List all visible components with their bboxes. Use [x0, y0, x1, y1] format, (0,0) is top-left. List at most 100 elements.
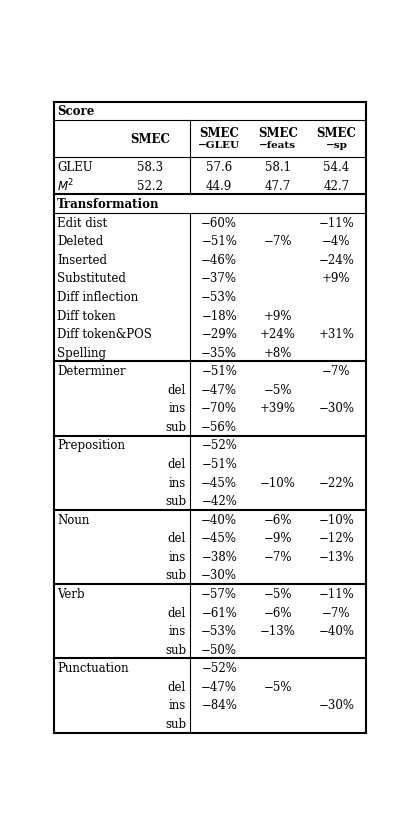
Text: −4%: −4%: [321, 235, 350, 248]
Text: +9%: +9%: [263, 309, 291, 323]
Text: −18%: −18%: [201, 309, 236, 323]
Text: Edit dist: Edit dist: [57, 217, 107, 229]
Text: −50%: −50%: [201, 643, 237, 656]
Text: $M^2$: $M^2$: [57, 178, 74, 194]
Text: ins: ins: [169, 624, 186, 638]
Text: Spelling: Spelling: [57, 347, 106, 359]
Text: −42%: −42%: [201, 495, 236, 508]
Text: −7%: −7%: [263, 550, 291, 563]
Text: 54.4: 54.4: [323, 160, 349, 174]
Text: GLEU: GLEU: [57, 160, 92, 174]
Text: ins: ins: [169, 402, 186, 415]
Text: del: del: [167, 532, 186, 545]
Text: sub: sub: [164, 643, 186, 656]
Text: 44.9: 44.9: [206, 179, 232, 193]
Text: −51%: −51%: [201, 235, 236, 248]
Text: del: del: [167, 457, 186, 471]
Text: −30%: −30%: [201, 569, 237, 581]
Text: 58.1: 58.1: [264, 160, 290, 174]
Text: −10%: −10%: [259, 476, 295, 489]
Text: −84%: −84%: [201, 699, 236, 711]
Text: −53%: −53%: [201, 290, 237, 304]
Text: +24%: +24%: [259, 327, 295, 341]
Text: −5%: −5%: [263, 384, 291, 396]
Text: 52.2: 52.2: [137, 179, 163, 193]
Text: del: del: [167, 384, 186, 396]
Text: −6%: −6%: [263, 606, 291, 619]
Text: Preposition: Preposition: [57, 439, 125, 452]
Text: −9%: −9%: [263, 532, 291, 545]
Text: −12%: −12%: [318, 532, 353, 545]
Text: Noun: Noun: [57, 513, 89, 526]
Text: −40%: −40%: [318, 624, 354, 638]
Text: Punctuation: Punctuation: [57, 662, 128, 675]
Text: −10%: −10%: [318, 513, 353, 526]
Text: 42.7: 42.7: [323, 179, 349, 193]
Text: Deleted: Deleted: [57, 235, 103, 248]
Text: del: del: [167, 680, 186, 693]
Text: Determiner: Determiner: [57, 365, 125, 378]
Text: Score: Score: [57, 105, 94, 118]
Text: −29%: −29%: [201, 327, 236, 341]
Text: +8%: +8%: [263, 347, 291, 359]
Text: −13%: −13%: [259, 624, 295, 638]
Text: −52%: −52%: [201, 439, 236, 452]
Text: Diff token: Diff token: [57, 309, 115, 323]
Text: 58.3: 58.3: [137, 160, 163, 174]
Text: Transformation: Transformation: [57, 198, 159, 211]
Text: SMEC: SMEC: [199, 127, 238, 140]
Text: −feats: −feats: [259, 141, 296, 150]
Text: −45%: −45%: [201, 532, 237, 545]
Text: −sp: −sp: [325, 141, 346, 150]
Text: −61%: −61%: [201, 606, 236, 619]
Text: SMEC: SMEC: [130, 133, 170, 146]
Text: ins: ins: [169, 699, 186, 711]
Text: −52%: −52%: [201, 662, 236, 675]
Text: −30%: −30%: [318, 402, 354, 415]
Text: −7%: −7%: [321, 606, 350, 619]
Text: sub: sub: [164, 420, 186, 433]
Text: −11%: −11%: [318, 587, 353, 600]
Text: −70%: −70%: [201, 402, 237, 415]
Text: −56%: −56%: [201, 420, 237, 433]
Text: −13%: −13%: [318, 550, 353, 563]
Text: −47%: −47%: [201, 384, 237, 396]
Text: sub: sub: [164, 717, 186, 730]
Text: −51%: −51%: [201, 365, 236, 378]
Text: sub: sub: [164, 569, 186, 581]
Text: −5%: −5%: [263, 680, 291, 693]
Text: −6%: −6%: [263, 513, 291, 526]
Text: ins: ins: [169, 550, 186, 563]
Text: −35%: −35%: [201, 347, 237, 359]
Text: −47%: −47%: [201, 680, 237, 693]
Text: Diff inflection: Diff inflection: [57, 290, 138, 304]
Text: Inserted: Inserted: [57, 254, 107, 266]
Text: −11%: −11%: [318, 217, 353, 229]
Text: −37%: −37%: [201, 272, 237, 285]
Text: +39%: +39%: [259, 402, 295, 415]
Text: +31%: +31%: [318, 327, 353, 341]
Text: −7%: −7%: [263, 235, 291, 248]
Text: −40%: −40%: [201, 513, 237, 526]
Text: −7%: −7%: [321, 365, 350, 378]
Text: −22%: −22%: [318, 476, 353, 489]
Text: −60%: −60%: [201, 217, 237, 229]
Text: −45%: −45%: [201, 476, 237, 489]
Text: −38%: −38%: [201, 550, 236, 563]
Text: Verb: Verb: [57, 587, 84, 600]
Text: del: del: [167, 606, 186, 619]
Text: +9%: +9%: [321, 272, 350, 285]
Text: SMEC: SMEC: [257, 127, 297, 140]
Text: 47.7: 47.7: [264, 179, 290, 193]
Text: −GLEU: −GLEU: [198, 141, 240, 150]
Text: sub: sub: [164, 495, 186, 508]
Text: SMEC: SMEC: [316, 127, 355, 140]
Text: −24%: −24%: [318, 254, 353, 266]
Text: ins: ins: [169, 476, 186, 489]
Text: 57.6: 57.6: [206, 160, 232, 174]
Text: −57%: −57%: [201, 587, 237, 600]
Text: −46%: −46%: [201, 254, 237, 266]
Text: Diff token&POS: Diff token&POS: [57, 327, 151, 341]
Text: Substituted: Substituted: [57, 272, 126, 285]
Text: −5%: −5%: [263, 587, 291, 600]
